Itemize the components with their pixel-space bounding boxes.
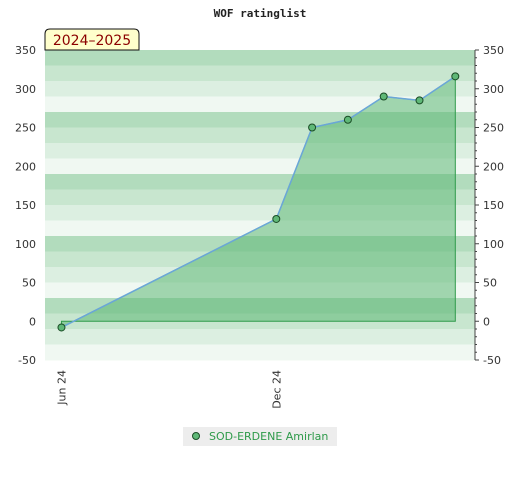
y-tick-label-left: 100 — [15, 238, 36, 251]
y-tick-label-right: 50 — [483, 277, 497, 290]
grid-band — [45, 329, 475, 345]
legend: SOD-ERDENE Amirlan — [183, 427, 337, 446]
legend-box — [183, 427, 337, 446]
data-point — [272, 214, 281, 223]
y-tick-label-left: 250 — [15, 122, 36, 135]
period-badge: 2024–2025 — [44, 28, 140, 51]
data-point — [343, 115, 352, 124]
y-tick-label-left: -50 — [18, 354, 36, 367]
y-tick-label-right: 150 — [483, 199, 504, 212]
x-tick-label: Dec 24 — [270, 370, 283, 409]
data-point — [57, 323, 66, 332]
data-point — [308, 123, 317, 132]
legend-series-label: SOD-ERDENE Amirlan — [209, 430, 328, 443]
chart-title: WOF ratinglist — [214, 7, 307, 20]
right-axis: -50 0 50 100 150 200 250 300 350 — [474, 44, 504, 367]
grid-band — [45, 50, 475, 66]
y-tick-label-right: 200 — [483, 160, 504, 173]
data-points — [57, 72, 460, 332]
y-tick-label-right: 0 — [483, 315, 490, 328]
data-point — [379, 92, 388, 101]
y-tick-label-left: 50 — [22, 277, 36, 290]
y-tick-label-right: -50 — [483, 354, 501, 367]
y-tick-label-left: 300 — [15, 83, 36, 96]
grid-band — [45, 81, 475, 97]
data-point — [451, 72, 460, 81]
y-tick-label-right: 350 — [483, 44, 504, 57]
grid-band — [45, 65, 475, 82]
y-tick-label-right: 250 — [483, 122, 504, 135]
left-axis: -50 0 50 100 150 200 250 300 350 — [15, 44, 36, 367]
data-point — [415, 96, 424, 105]
y-tick-label-left: 200 — [15, 160, 36, 173]
y-tick-label-left: 350 — [15, 44, 36, 57]
y-tick-label-left: 150 — [15, 199, 36, 212]
y-tick-label-right: 300 — [483, 83, 504, 96]
legend-marker — [192, 432, 200, 440]
period-label: 2024–2025 — [53, 33, 131, 49]
y-tick-label-left: 0 — [29, 315, 36, 328]
x-axis: Jun 24 Dec 24 — [55, 370, 283, 409]
x-tick-label: Jun 24 — [55, 370, 68, 406]
grid-band — [45, 344, 475, 361]
y-tick-label-right: 100 — [483, 238, 504, 251]
